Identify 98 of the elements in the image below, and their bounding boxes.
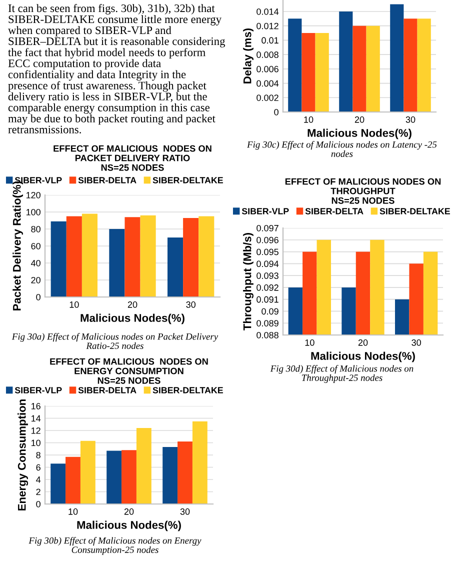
y-tick-label: 10 <box>31 440 40 446</box>
y-tick-label: 2 <box>36 488 40 496</box>
y-tick-label: 0.094 <box>256 260 279 268</box>
legend-label: SIBER-DELTAKE <box>380 208 450 214</box>
x-tick-label: 20 <box>358 339 368 346</box>
bar <box>82 214 98 297</box>
y-tick-label: 0.09 <box>262 308 278 315</box>
caption: Fig 30c) Effect of Malicious nodes on Latency -25 nodes <box>247 141 437 157</box>
caption: Fig 30d) Effect of Malicious nodes on Throughput-25 nodes <box>270 365 414 383</box>
x-axis-title: Malicious Nodes(%) <box>80 314 184 324</box>
x-tick-label: 30 <box>406 116 416 123</box>
bar <box>122 450 136 504</box>
y-tick-label: 8 <box>36 452 40 458</box>
y-tick-label: 120 <box>26 192 40 198</box>
bar <box>192 421 208 504</box>
bar <box>404 18 418 112</box>
y-axis-title: Packet Delivery Ratio(%) <box>12 181 23 310</box>
bar <box>417 18 431 112</box>
chart-title: EFFECT OF MALICIOUS NODES ON ENERGY CONSUMPTION NS=25 NODES <box>50 358 208 384</box>
y-tick-label: 0.088 <box>256 332 278 338</box>
bar <box>288 18 302 112</box>
y-tick-label: 4 <box>36 476 41 483</box>
x-axis-title: Malicious Nodes(%) <box>311 352 415 362</box>
y-tick-label: 0.008 <box>256 52 278 58</box>
x-tick-label: 10 <box>305 339 314 346</box>
bar <box>198 216 214 297</box>
y-tick-label: 0 <box>274 108 278 116</box>
y-tick-label: 0.095 <box>256 248 278 256</box>
y-tick-label: 0.004 <box>256 80 279 87</box>
x-tick-label: 30 <box>186 301 196 308</box>
legend-label: SIBER-DELTAKE <box>152 177 223 184</box>
y-tick-label: 0.002 <box>256 94 278 101</box>
bar <box>124 217 140 297</box>
y-tick-label: 0.089 <box>256 320 278 326</box>
y-tick-label: 12 <box>31 427 40 434</box>
y-tick-label: 0.091 <box>256 296 278 303</box>
bar <box>366 26 380 112</box>
legend-label: SIBER-DELTAKE <box>152 387 223 394</box>
bar <box>136 428 152 504</box>
text: It can be seen from figs. 30b), 31b), 32b) that SIBER-DELTAKE consume little more energy when compared to SIBER-VLP and SIBER–DELTA but it is reasonable considering the fact that hybrid model needs to perform ECC computation to provide data confidentiality and data Integrity in the presence of trust awareness. Though packet delivery ratio is less in SIBER-VLP, but the comparable energy consumption in this case may be due to both packet routing and packet retransmissions. <box>8 4 226 134</box>
bar <box>183 218 199 297</box>
x-axis-title: Malicious Nodes(%) <box>77 520 181 532</box>
y-tick-label: 0 <box>36 294 40 300</box>
bar <box>339 11 353 112</box>
y-tick-label: 0.093 <box>256 272 278 279</box>
bar <box>66 216 82 297</box>
bar <box>390 4 404 112</box>
y-tick-label: 60 <box>31 242 40 250</box>
legend-label: SIBER-VLP <box>14 387 62 394</box>
y-axis-title: Throughput (Mb/s) <box>243 232 254 330</box>
bar <box>168 238 184 297</box>
x-tick-label: 10 <box>304 116 314 123</box>
y-tick-label: 40 <box>31 260 40 266</box>
y-tick-label: 0.092 <box>256 284 278 291</box>
x-tick-label: 10 <box>70 301 79 308</box>
bar <box>140 215 156 297</box>
y-tick-label: 16 <box>31 402 40 410</box>
y-tick-label: 0.014 <box>256 8 279 15</box>
bar <box>352 26 366 112</box>
x-tick-label: 30 <box>412 339 421 346</box>
y-tick-label: 0.006 <box>256 66 278 72</box>
x-axis-title: Malicious Nodes(%) <box>308 128 412 140</box>
y-tick-label: 0.097 <box>256 224 278 232</box>
y-axis-title: Energy Consumption <box>18 400 28 510</box>
y-tick-label: 20 <box>31 276 40 284</box>
y-tick-label: 0.01 <box>262 37 278 44</box>
y-tick-label: 80 <box>31 226 40 232</box>
x-tick-label: 20 <box>128 301 138 308</box>
chart-title: EFFECT OF MALICIOUS NODES ON THROUGHPUT NS=25 NODES <box>285 178 441 204</box>
y-axis-title: Delay (ms) <box>243 28 254 84</box>
legend-label: SIBER-DELTA <box>78 387 136 394</box>
chart-title: EFFECT OF MALICIOUS NODES ON PACKET DELIVERY RATIO NS=25 NODES <box>54 145 212 171</box>
x-tick-label: 30 <box>180 508 190 515</box>
bar <box>80 440 96 504</box>
bar <box>178 442 192 504</box>
bar <box>109 229 125 297</box>
bar <box>302 33 316 112</box>
legend-label: SIBER-VLP <box>242 208 289 214</box>
y-tick-label: 6 <box>36 464 40 471</box>
caption: Fig 30b) Effect of Malicious nodes on Energy Consumption-25 nodes <box>28 537 202 555</box>
y-tick-label: 0.012 <box>256 22 278 30</box>
x-tick-label: 20 <box>124 508 134 515</box>
caption: Fig 30a) Effect of Malicious nodes on Packet Delivery Ratio-25 nodes <box>12 333 218 349</box>
y-tick-label: 100 <box>26 208 40 216</box>
legend-label: SIBER-VLP <box>14 177 62 184</box>
bar <box>50 221 66 297</box>
legend-label: SIBER-DELTA <box>78 177 136 184</box>
y-tick-label: 0.096 <box>256 236 278 244</box>
bar <box>106 450 122 504</box>
x-tick-label: 20 <box>354 116 364 123</box>
bar <box>50 464 66 504</box>
bar <box>66 456 80 504</box>
x-tick-label: 10 <box>68 508 78 515</box>
bar <box>162 447 178 504</box>
y-tick-label: 14 <box>31 415 41 422</box>
y-tick-label: 0 <box>36 500 40 508</box>
legend-label: SIBER-DELTA <box>305 208 364 214</box>
bar <box>315 33 329 112</box>
